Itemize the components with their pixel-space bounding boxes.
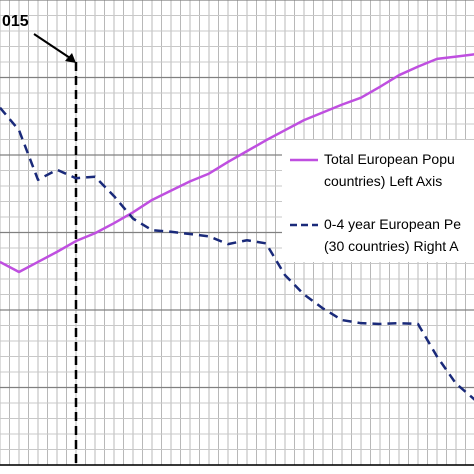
arrow-head xyxy=(65,53,76,63)
legend-label: 0-4 year European Pe (30 countries) Right… xyxy=(324,216,461,254)
series-line xyxy=(0,53,474,274)
legend-label: Total European Popu countries) Left Axis xyxy=(324,151,455,189)
legend: Total European Popu countries) Left Axis 0… xyxy=(282,140,474,262)
annotation: 015 xyxy=(2,13,29,30)
series-line xyxy=(0,106,474,401)
arrow xyxy=(33,33,74,61)
